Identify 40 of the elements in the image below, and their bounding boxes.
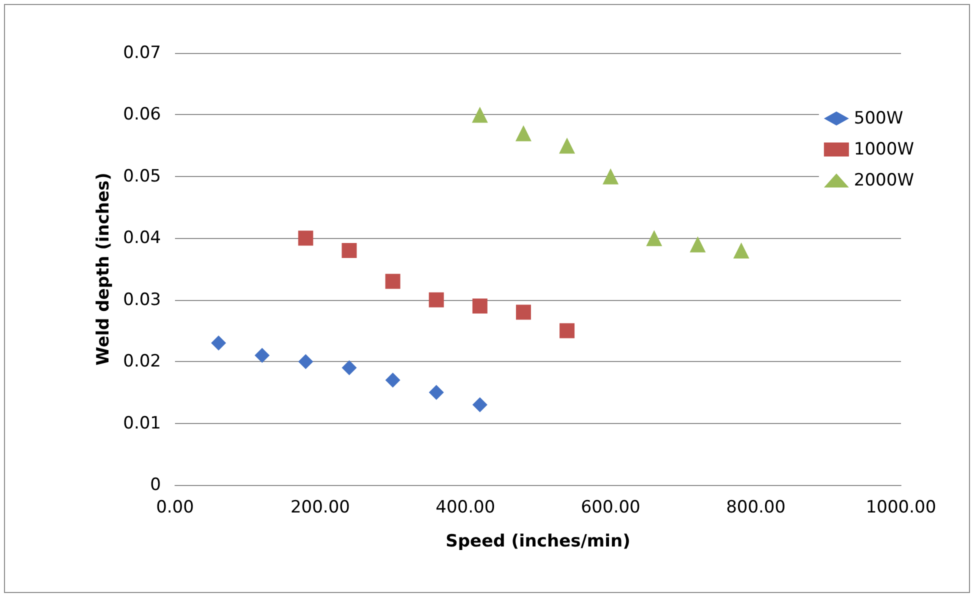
y-tick-label: 0 xyxy=(150,475,161,495)
point xyxy=(472,106,488,123)
point xyxy=(298,354,314,370)
point xyxy=(560,323,575,338)
point xyxy=(254,348,270,363)
point xyxy=(733,242,750,258)
x-tick-label: 0.00 xyxy=(156,498,194,518)
point xyxy=(298,230,314,246)
y-tick-label: 0.02 xyxy=(123,352,161,372)
y-tick-label: 0.01 xyxy=(123,413,161,434)
legend-label: 2000W xyxy=(854,170,914,190)
point xyxy=(428,384,444,400)
x-tick-label: 200.00 xyxy=(290,498,350,518)
point xyxy=(646,230,662,246)
point xyxy=(515,125,532,142)
point xyxy=(211,336,226,351)
point xyxy=(602,168,619,184)
x-tick-label: 1000.00 xyxy=(866,498,936,518)
y-axis-title: Weld depth (inches) xyxy=(94,172,114,366)
y-tick-label: 0.07 xyxy=(123,43,161,63)
point xyxy=(559,138,576,154)
point xyxy=(690,236,706,252)
x-tick-label: 400.00 xyxy=(436,498,496,518)
point xyxy=(342,242,357,258)
point xyxy=(385,274,400,289)
y-tick-label: 0.03 xyxy=(123,290,161,310)
y-tick-label: 0.06 xyxy=(123,104,161,125)
legend-label: 1000W xyxy=(854,140,914,160)
legend-label: 500W xyxy=(854,108,904,128)
y-tick-label: 0.04 xyxy=(123,228,161,248)
y-tick-label: 0.05 xyxy=(123,166,161,186)
x-axis-title: Speed (inches/min) xyxy=(446,532,630,552)
x-tick-label: 800.00 xyxy=(726,498,786,518)
point xyxy=(516,304,531,320)
point xyxy=(342,360,357,376)
point xyxy=(472,397,488,412)
point xyxy=(385,372,400,388)
x-tick-label: 600.00 xyxy=(580,498,640,518)
point xyxy=(472,298,488,314)
point xyxy=(428,292,444,308)
